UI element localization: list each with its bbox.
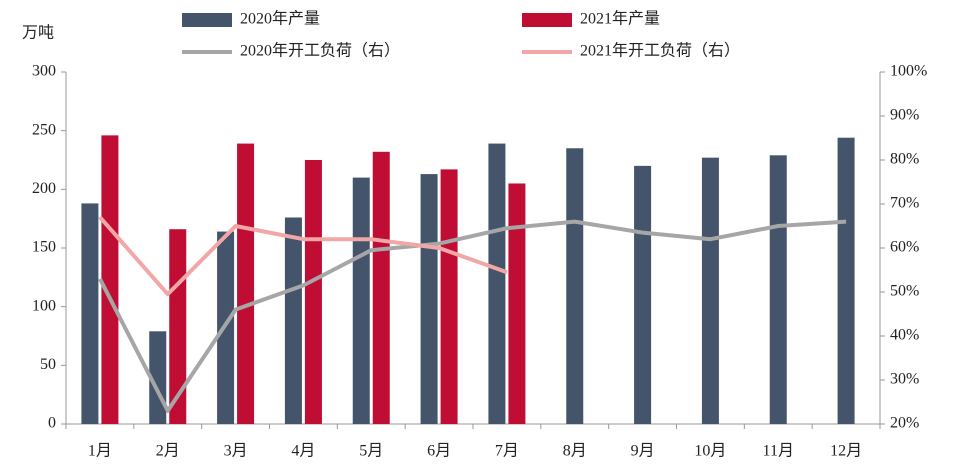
x-tick-label: 4月 [291,443,315,460]
y-tick-label: 150 [32,239,56,256]
bar [81,203,99,424]
legend-label: 2021年产量 [580,10,660,28]
x-tick-label: 12月 [830,443,862,460]
y-tick-label: 300 [32,63,56,80]
bar [566,148,584,424]
legend-swatch [522,13,572,27]
bar [284,217,302,424]
line-series [98,219,847,413]
bar [769,155,787,424]
legend-swatch [182,13,232,27]
line-series [98,215,508,297]
x-tick-label: 8月 [563,443,587,460]
x-tick-label: 5月 [359,443,383,460]
y-tick-label: 250 [32,121,56,138]
x-tick-label: 10月 [694,443,726,460]
bar [420,174,438,424]
y2-tick-label: 40% [890,327,919,344]
x-tick-label: 1月 [88,443,112,460]
y2-tick-label: 30% [890,371,919,388]
y2-tick-label: 60% [890,239,919,256]
bar [701,157,719,425]
y-axis-unit: 万吨 [22,24,54,42]
y2-tick-label: 100% [890,63,927,80]
bar [372,151,390,424]
x-tick-label: 6月 [427,443,451,460]
bar [352,177,370,424]
y2-tick-label: 90% [890,107,919,124]
x-tick-label: 11月 [763,443,794,460]
x-tick-label: 9月 [631,443,655,460]
x-tick-label: 3月 [224,443,248,460]
y-tick-label: 100 [32,297,56,314]
legend-label: 2021年开工负荷（右） [580,42,740,60]
x-tick-label: 7月 [495,443,519,460]
y2-tick-label: 50% [890,283,919,300]
legend-label: 2020年产量 [240,10,320,28]
y2-tick-label: 70% [890,195,919,212]
y2-tick-label: 80% [890,151,919,168]
legend-label: 2020年开工负荷（右） [240,42,400,60]
bar [508,183,526,424]
bar [237,143,255,424]
bar [440,169,458,424]
y-tick-label: 0 [48,415,56,432]
bar [634,165,652,424]
y-tick-label: 200 [32,180,56,197]
x-tick-label: 2月 [156,443,180,460]
bar [488,143,506,424]
bar [837,137,855,424]
y-tick-label: 50 [40,356,56,373]
y2-tick-label: 20% [890,415,919,432]
bar [304,160,322,424]
bar [101,135,119,425]
